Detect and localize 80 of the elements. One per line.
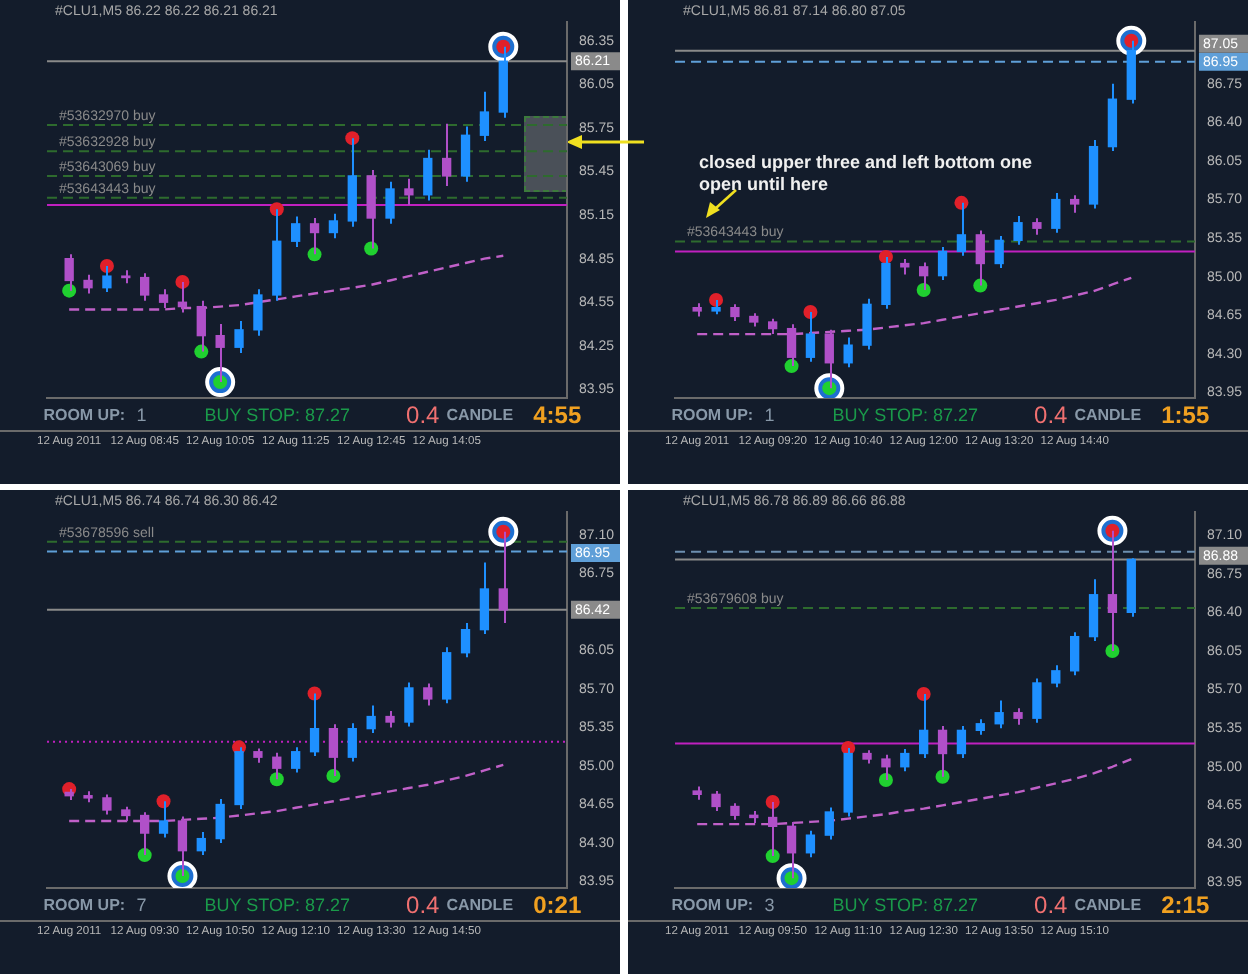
text: 0.4 [406,400,441,429]
candlestick [442,646,452,705]
point [175,274,190,289]
candlestick [1051,664,1061,689]
candlestick [460,622,471,659]
point [709,292,724,307]
text: BUY STOP: 87.27 [204,895,351,916]
candlestick [937,245,948,282]
point [954,195,969,210]
point [765,849,780,864]
candlestick [347,722,357,763]
candlestick [1013,215,1023,246]
text: 2:15 [1161,890,1210,919]
point [916,283,931,297]
text: CANDLE [446,896,515,915]
text: CANDLE [1074,406,1143,425]
candlestick [994,699,1004,730]
candlestick [824,806,834,841]
candlestick [1070,631,1080,677]
point [137,848,152,863]
point [345,131,360,146]
text: 4:55 [533,400,582,429]
text: ROOM UP: [671,896,754,915]
text: 0:21 [533,890,582,919]
text: BUY STOP: 87.27 [832,405,979,426]
point [326,768,341,783]
text: BUY STOP: 87.27 [832,895,979,916]
candlestick [291,746,301,774]
candlestick [1088,578,1099,643]
text: ROOM UP: [43,896,126,915]
text: 0.4 [406,890,441,919]
candlestick [102,793,112,816]
text: closed upper three and left bottom one open until here [699,151,1033,194]
text: 1:55 [1161,400,1210,429]
candlestick [158,288,169,310]
candlestick [843,336,853,369]
candlestick [1032,677,1042,724]
candlestick [900,748,910,773]
candlestick [83,273,93,295]
candlestick [253,288,263,337]
text: 3 [764,895,775,916]
text: BUY STOP: 87.27 [204,405,351,426]
candlestick [460,125,471,183]
point [916,686,931,701]
point [878,773,893,787]
candlestick [711,790,721,812]
candlestick [404,681,414,728]
candlestick [328,212,339,240]
candlestick [366,704,376,735]
point [269,772,284,787]
candlestick [215,798,225,844]
text: 1 [136,405,147,426]
candlestick [479,561,490,636]
candlestick [994,234,1004,269]
text: 1 [764,405,775,426]
candlestick [442,122,452,188]
text: 0.4 [1034,890,1069,919]
candlestick [805,829,816,859]
text: CANDLE [1074,896,1143,915]
point [803,305,818,320]
text: CANDLE [446,406,515,425]
point [99,258,114,273]
candlestick [196,831,206,857]
candlestick [404,177,414,206]
candlestick [291,215,301,249]
point [765,795,780,810]
text: 7 [136,895,147,916]
text: ROOM UP: [43,406,126,425]
candlestick [956,724,967,759]
candlestick [423,148,433,202]
candlestick [140,272,150,302]
candlestick [1051,191,1061,234]
candlestick [479,90,490,143]
candlestick [385,180,395,225]
candlestick [423,682,433,707]
text: ROOM UP: [671,406,754,425]
point [1105,643,1120,658]
candlestick [234,320,244,355]
candlestick [862,297,872,351]
text: 0.4 [1034,400,1069,429]
